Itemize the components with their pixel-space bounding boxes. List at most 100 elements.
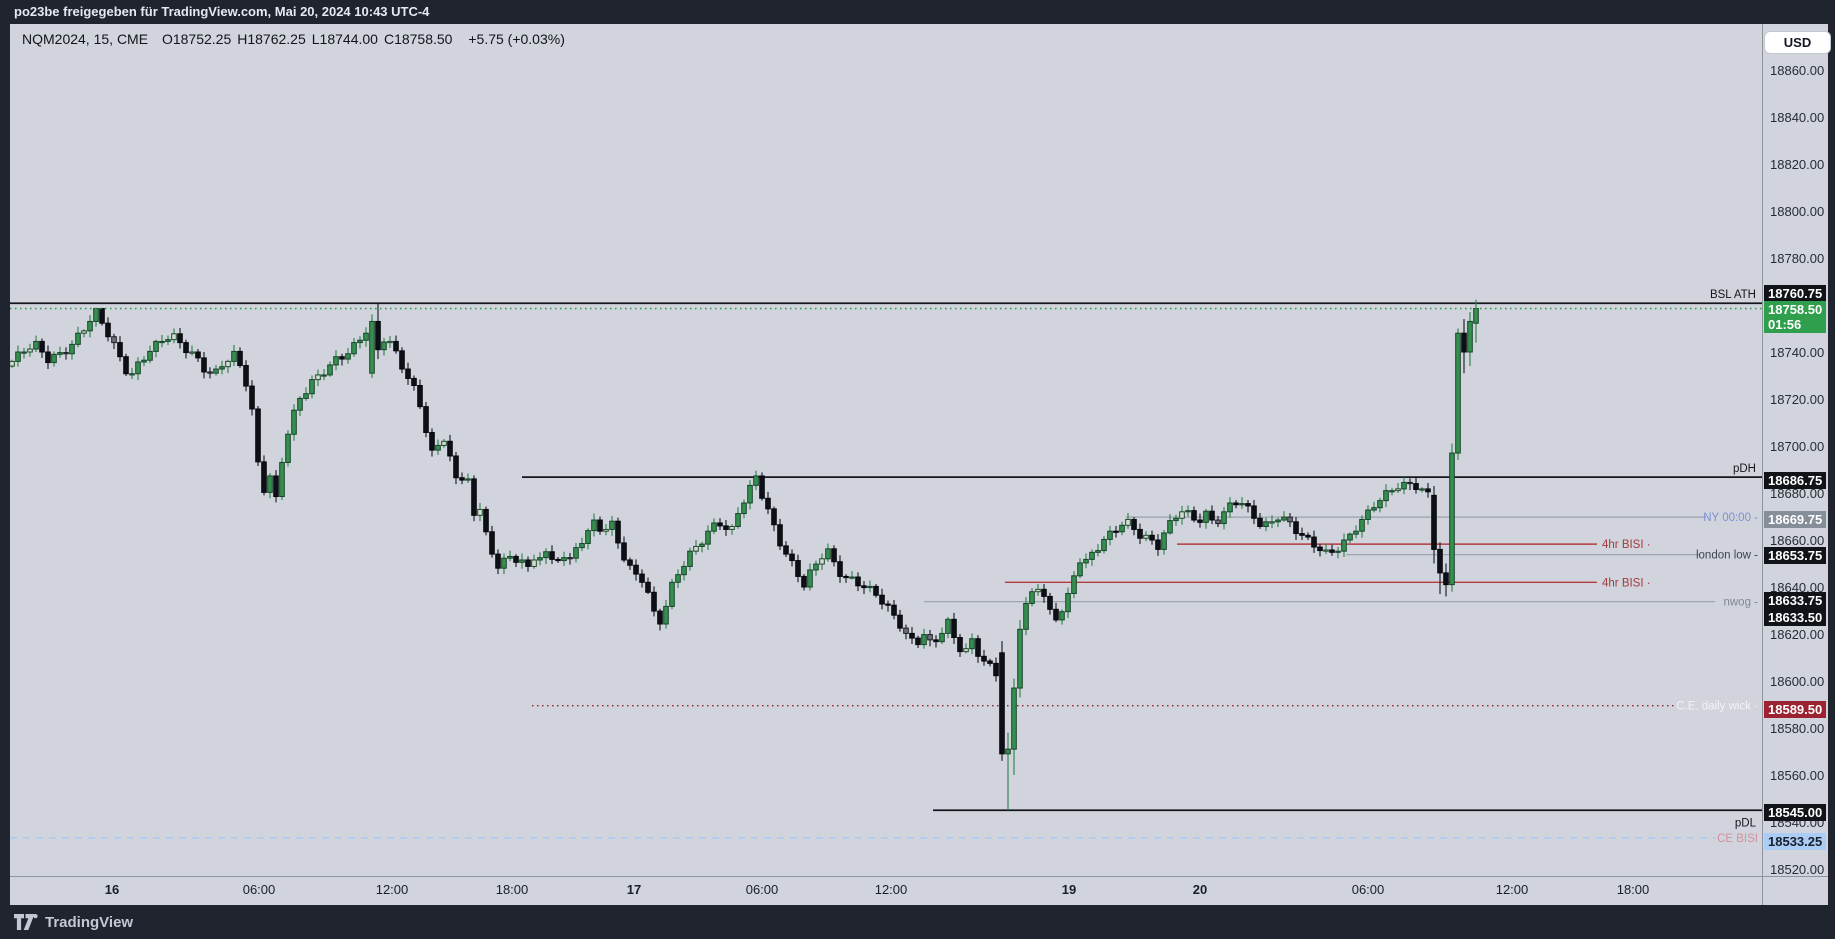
candle-body bbox=[771, 508, 777, 526]
candle-body bbox=[1347, 533, 1353, 541]
candle-body bbox=[219, 366, 225, 370]
symbol-legend[interactable]: NQM2024, 15, CME O18752.25 H18762.25 L1874… bbox=[22, 31, 571, 47]
candle-body bbox=[1167, 520, 1173, 534]
candle-body bbox=[1245, 503, 1251, 507]
candle-body bbox=[879, 594, 885, 605]
tradingview-logo-link[interactable]: TradingView bbox=[14, 912, 133, 932]
candle-body bbox=[1101, 538, 1107, 552]
candle-body bbox=[1413, 483, 1419, 490]
candle-body bbox=[1077, 562, 1083, 577]
ohlc-segment: L18744.00 bbox=[311, 31, 378, 47]
candle-body bbox=[1041, 588, 1047, 597]
candle-body bbox=[309, 379, 315, 395]
candle-body bbox=[1197, 519, 1203, 523]
candle-body bbox=[69, 343, 75, 355]
candle-body bbox=[537, 557, 543, 561]
candle-body bbox=[1131, 518, 1137, 530]
candle-body bbox=[1305, 534, 1311, 538]
candle-body bbox=[555, 558, 561, 562]
candle-body bbox=[1119, 524, 1125, 533]
candle-body bbox=[999, 652, 1005, 755]
ohlc-segment: H18762.25 bbox=[237, 31, 306, 47]
candle-body bbox=[477, 508, 483, 516]
candle-body bbox=[939, 632, 945, 643]
candle-body bbox=[165, 339, 171, 342]
candle-body bbox=[819, 558, 825, 565]
candle-body bbox=[189, 351, 195, 354]
candle-body bbox=[1281, 516, 1287, 521]
candle-body bbox=[681, 565, 687, 576]
candle-body bbox=[1365, 509, 1371, 520]
candle-body bbox=[1419, 488, 1425, 491]
candle-body bbox=[1233, 502, 1239, 506]
candle-body bbox=[33, 340, 39, 350]
candle-body bbox=[609, 520, 615, 530]
candle-body bbox=[1251, 505, 1257, 519]
candle-body bbox=[99, 308, 105, 324]
candle-body bbox=[1401, 481, 1407, 490]
level-label-london-low: london low - bbox=[1696, 550, 1758, 562]
price-axis[interactable]: 18860.00 18840.00 18820.00 18800.00 18780.00… bbox=[1762, 24, 1828, 877]
candle-body bbox=[1113, 530, 1119, 533]
candle-body bbox=[1311, 536, 1317, 548]
candle-body bbox=[39, 340, 45, 353]
candle-body bbox=[1371, 507, 1377, 511]
candle-body bbox=[963, 648, 969, 653]
candle-body bbox=[975, 638, 981, 657]
candle-body bbox=[621, 542, 627, 561]
time-label-hour: 06:00 bbox=[242, 882, 276, 897]
candle-body bbox=[915, 637, 921, 646]
candle-body bbox=[1323, 549, 1329, 552]
price-tick: 18740.00 bbox=[1770, 345, 1825, 360]
candle-body bbox=[513, 555, 519, 563]
candle-body bbox=[1185, 510, 1191, 513]
chart-pane[interactable]: NQM2024, 15, CME O18752.25 H18762.25 L1874… bbox=[10, 24, 1762, 876]
candle-body bbox=[237, 350, 243, 367]
candle-body bbox=[279, 461, 285, 498]
candlestick-chart[interactable]: BSL ATH pDH NY 00:00 - 4hr BISI · london low… bbox=[10, 24, 1762, 876]
price-tick: 18820.00 bbox=[1770, 157, 1825, 172]
currency-button[interactable]: USD bbox=[1764, 31, 1831, 54]
candle-body bbox=[1437, 548, 1443, 574]
symbol-title[interactable]: NQM2024, 15, CME bbox=[22, 31, 149, 47]
candle-body bbox=[951, 618, 957, 639]
price-tick: 18580.00 bbox=[1770, 721, 1825, 736]
candle-body bbox=[1257, 517, 1263, 527]
candle-body bbox=[291, 409, 297, 435]
candle-body bbox=[1149, 534, 1155, 541]
candle-body bbox=[543, 551, 549, 559]
time-axis[interactable]: 16 06:00 12:00 18:00 17 06:00 12:00 19 20 06:00 12… bbox=[10, 876, 1828, 906]
price-tick: 18680.00 bbox=[1770, 486, 1825, 501]
price-chip-ny-0000: 18669.75 bbox=[1764, 510, 1826, 528]
candle-body bbox=[807, 569, 813, 588]
candle-body bbox=[1047, 595, 1053, 610]
candle-body bbox=[333, 356, 339, 366]
candle-body bbox=[1341, 539, 1347, 552]
candle-body bbox=[645, 581, 651, 593]
candle-body bbox=[207, 371, 213, 374]
candle-body bbox=[1179, 511, 1185, 519]
candle-body bbox=[399, 350, 405, 370]
candle-body bbox=[1059, 611, 1065, 621]
candle-body bbox=[873, 585, 879, 596]
candle-body bbox=[369, 320, 375, 374]
candle-body bbox=[261, 461, 267, 493]
candle-body bbox=[945, 618, 951, 634]
price-tick: 18520.00 bbox=[1770, 862, 1825, 877]
time-label-hour: 12:00 bbox=[1495, 882, 1529, 897]
candle-body bbox=[579, 543, 585, 549]
candle-body bbox=[1269, 521, 1275, 524]
candle-body bbox=[1155, 539, 1161, 550]
ohlc-segment: C18758.50 bbox=[383, 31, 453, 47]
candle-body bbox=[417, 384, 423, 408]
price-tick: 18860.00 bbox=[1770, 63, 1825, 78]
level-label-ce-bisi: CE BISI bbox=[1717, 833, 1758, 845]
candle-body bbox=[315, 374, 321, 381]
candle-body bbox=[129, 373, 135, 376]
candle-body bbox=[1191, 510, 1197, 521]
candle-body bbox=[1095, 550, 1101, 553]
candle-body bbox=[1227, 502, 1233, 513]
candle-body bbox=[705, 530, 711, 545]
candle-body bbox=[243, 365, 249, 387]
candle-body bbox=[75, 332, 81, 345]
